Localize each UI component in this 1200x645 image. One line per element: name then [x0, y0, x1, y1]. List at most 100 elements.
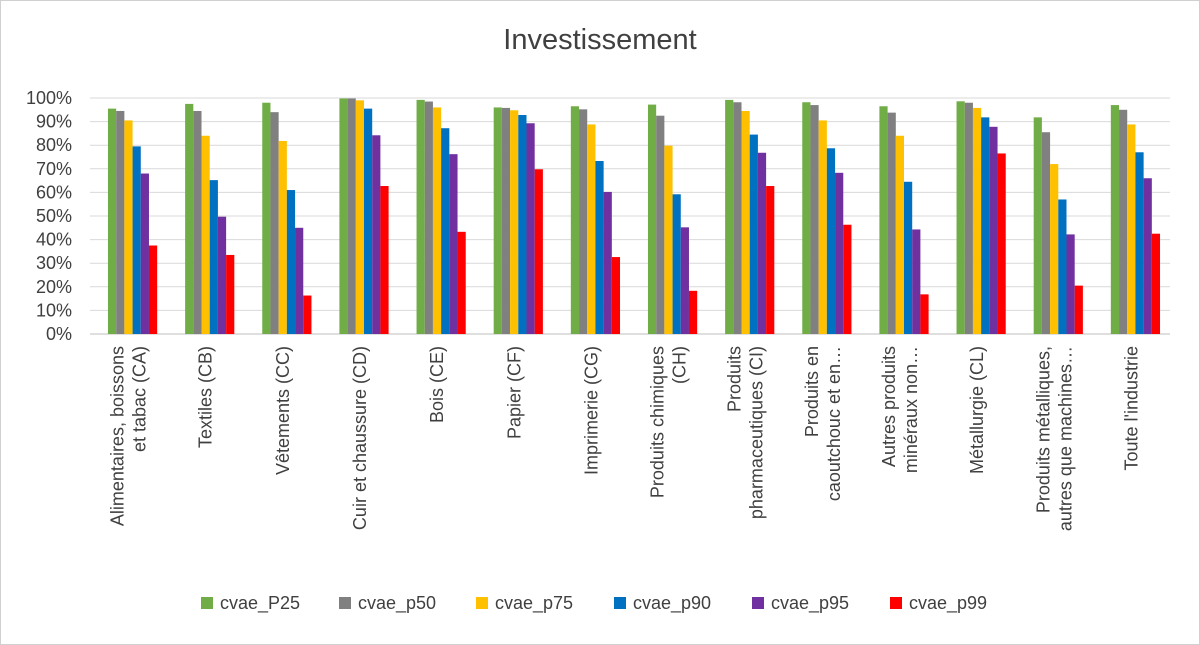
y-tick-label: 40% — [36, 230, 72, 250]
bar-cvae_p50 — [733, 102, 742, 334]
bar-cvae_p50 — [501, 107, 511, 334]
legend-swatch — [476, 597, 488, 609]
bar-cvae_p75 — [587, 124, 596, 334]
bar-cvae_p99 — [766, 186, 775, 334]
legend-swatch — [890, 597, 902, 609]
bar-cvae_P25 — [185, 103, 194, 335]
bar-cvae_p90 — [1135, 152, 1144, 334]
legend-swatch — [339, 597, 351, 609]
legend-label: cvae_p50 — [358, 593, 436, 614]
y-tick-label: 60% — [36, 182, 72, 202]
bar-cvae_p95 — [680, 227, 689, 334]
x-category-label: Alimentaires, boissons — [108, 346, 128, 526]
x-category-label: Produits — [725, 346, 745, 412]
bar-cvae_p95 — [835, 172, 844, 334]
bar-cvae_p75 — [432, 107, 442, 334]
bar-cvae_p75 — [895, 135, 904, 334]
bar-cvae_p95 — [603, 191, 612, 334]
y-tick-label: 10% — [36, 300, 72, 320]
bar-cvae_p90 — [286, 190, 296, 334]
bar-cvae_p50 — [270, 112, 279, 334]
bar-cvae_p75 — [818, 120, 827, 334]
bar-cvae_P25 — [416, 99, 425, 334]
x-category-label: Produits en — [802, 346, 822, 437]
y-tick-label: 100% — [26, 88, 72, 108]
bar-cvae_P25 — [956, 101, 965, 334]
x-category-label: Toute l'industrie — [1121, 346, 1141, 471]
bar-cvae_p99 — [1074, 285, 1083, 334]
y-tick-label: 90% — [36, 112, 72, 132]
x-category-label: Imprimerie (CG) — [581, 346, 601, 475]
bar-cvae_p90 — [209, 180, 218, 334]
legend-label: cvae_P25 — [220, 593, 300, 614]
bar-cvae_p75 — [124, 120, 133, 334]
x-category-label: Vêtements (CC) — [273, 346, 293, 475]
bar-cvae_p50 — [116, 110, 125, 334]
bar-cvae_p99 — [303, 295, 312, 334]
bar-cvae_p99 — [380, 186, 389, 334]
chart-title: Investissement — [503, 24, 697, 56]
bar-cvae_p75 — [201, 135, 210, 334]
bar-cvae_P25 — [1033, 117, 1042, 335]
bar-cvae_p95 — [140, 173, 149, 334]
bar-cvae_P25 — [802, 102, 811, 334]
bar-cvae_p90 — [1058, 199, 1067, 334]
x-category-label: Produits chimiques — [648, 346, 668, 498]
bar-cvae_p99 — [534, 169, 543, 334]
y-tick-label: 20% — [36, 277, 72, 297]
bar-cvae_p95 — [372, 135, 381, 334]
x-category-label: (CH) — [670, 346, 690, 384]
bar-cvae_p90 — [595, 161, 604, 334]
bar-cvae_p95 — [912, 229, 921, 334]
bar-cvae_P25 — [879, 106, 888, 334]
bar-cvae_p99 — [611, 257, 621, 334]
x-category-label: autres que machines… — [1055, 346, 1075, 531]
x-category-label: Métallurgie (CL) — [967, 346, 987, 474]
y-tick-label: 70% — [36, 159, 72, 179]
bar-cvae_P25 — [647, 104, 657, 334]
bar-cvae_p90 — [749, 134, 758, 334]
bar-cvae_p90 — [518, 114, 527, 334]
x-category-label: caoutchouc et en… — [824, 346, 844, 501]
bar-cvae_p90 — [672, 194, 681, 334]
y-tick-label: 80% — [36, 135, 72, 155]
bar-cvae_p90 — [132, 146, 141, 334]
x-category-label: minéraux non… — [901, 346, 921, 473]
bar-cvae_p90 — [981, 117, 990, 335]
bar-cvae_p99 — [457, 231, 466, 334]
bar-cvae_P25 — [262, 102, 271, 334]
bar-cvae_p99 — [997, 153, 1006, 334]
bar-cvae_p99 — [843, 224, 852, 334]
bar-cvae_p99 — [226, 254, 235, 334]
bar-cvae_p75 — [355, 100, 364, 334]
bar-cvae_p95 — [1066, 234, 1075, 334]
y-tick-label: 0% — [46, 324, 72, 344]
bar-cvae_p90 — [364, 108, 373, 335]
bar-cvae_p95 — [526, 123, 535, 334]
bar-cvae_p99 — [148, 245, 158, 334]
bar-cvae_p75 — [1050, 164, 1059, 334]
bar-cvae_p95 — [989, 126, 998, 335]
legend-label: cvae_p99 — [909, 593, 987, 614]
legend-swatch — [614, 597, 626, 609]
bar-cvae_p90 — [826, 148, 836, 334]
y-tick-label: 30% — [36, 253, 72, 273]
x-category-label: Textiles (CB) — [196, 346, 216, 448]
bar-cvae_p50 — [887, 112, 896, 334]
bar-cvae_P25 — [725, 99, 734, 334]
bar-cvae_P25 — [339, 98, 348, 334]
legend-swatch — [752, 597, 764, 609]
bar-cvae_p75 — [741, 110, 750, 334]
bar-cvae_p50 — [656, 115, 665, 334]
bar-cvae_p50 — [424, 101, 433, 334]
legend-label: cvae_p90 — [633, 593, 711, 614]
bar-cvae_p95 — [1143, 178, 1152, 334]
bar-cvae_p75 — [510, 110, 519, 334]
bar-cvae_p50 — [579, 109, 588, 334]
bar-cvae_p50 — [193, 110, 202, 334]
bar-cvae_p95 — [449, 154, 458, 334]
legend-swatch — [201, 597, 213, 609]
bar-cvae_p50 — [810, 105, 819, 334]
x-category-label: Autres produits — [879, 346, 899, 467]
